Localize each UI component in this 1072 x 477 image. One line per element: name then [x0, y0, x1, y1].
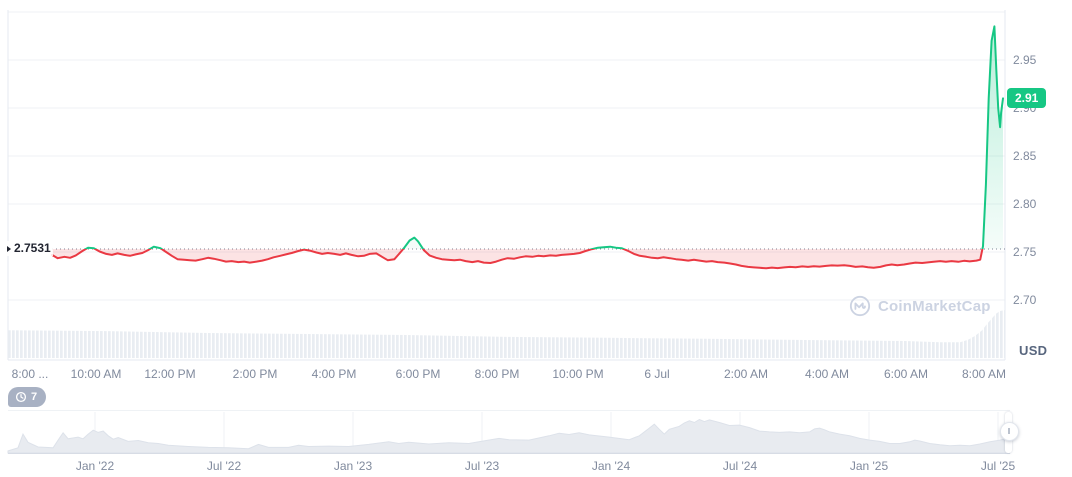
x-axis-tick: 4:00 PM	[311, 367, 357, 381]
navigator-axis-tick: Jan '22	[75, 459, 115, 473]
y-axis-tick: 2.85	[1013, 149, 1037, 163]
x-axis-tick: 12:00 PM	[144, 367, 196, 381]
coinmarketcap-watermark: CoinMarketCap	[849, 295, 991, 317]
baseline-caret-icon	[7, 245, 11, 252]
y-axis-tick: 2.95	[1013, 53, 1037, 67]
range-navigator[interactable]: ‖ Jan '22 Jul '22 Jan '23 Jul '23 Jan '24 Jul…	[0, 410, 1072, 477]
x-axis-tick: 8:00 AM	[961, 367, 1007, 381]
navigator-axis-tick: Jul '22	[206, 459, 242, 473]
navigator-axis-tick: Jul '23	[464, 459, 500, 473]
x-axis-tick: 6 Jul	[644, 367, 670, 381]
watermark-text: CoinMarketCap	[878, 297, 991, 315]
grip-icon: ‖	[1007, 426, 1012, 436]
y-axis-tick: 2.75	[1013, 245, 1037, 259]
price-chart-canvas[interactable]	[0, 0, 1072, 362]
x-axis: 8:00 ... 10:00 AM 12:00 PM 2:00 PM 4:00 PM 6:…	[0, 366, 1072, 382]
x-axis-tick: 8:00 PM	[474, 367, 520, 381]
navigator-axis-tick: Jul '24	[722, 459, 758, 473]
x-axis-tick: 6:00 PM	[395, 367, 441, 381]
x-axis-tick: 10:00 PM	[552, 367, 604, 381]
navigator-axis-tick: Jan '24	[591, 459, 631, 473]
main-chart-area: 2.952.902.852.802.752.70 2.91 2.7531 USD…	[0, 0, 1072, 407]
baseline-price-label: 2.7531	[5, 241, 53, 257]
current-price-badge: 2.91	[1007, 88, 1047, 109]
navigator-axis-tick: Jan '25	[849, 459, 889, 473]
coinmarketcap-logo-icon	[849, 295, 871, 317]
x-axis-tick: 2:00 PM	[232, 367, 278, 381]
baseline-price-value: 2.7531	[14, 241, 51, 256]
y-axis-tick: 2.70	[1013, 293, 1037, 307]
navigator-axis-tick: Jan '23	[333, 459, 373, 473]
watchers-count: 7	[31, 391, 38, 403]
x-axis-tick: 6:00 AM	[883, 367, 929, 381]
navigator-axis: Jan '22 Jul '22 Jan '23 Jul '23 Jan '24 Jul '…	[0, 458, 1072, 474]
navigator-handle[interactable]: ‖	[1000, 422, 1019, 441]
currency-unit-label: USD	[1019, 343, 1048, 358]
x-axis-tick: 8:00 ...	[11, 367, 49, 381]
watchers-badge[interactable]: 7	[8, 387, 47, 407]
x-axis-tick: 10:00 AM	[70, 367, 122, 381]
history-clock-icon	[15, 391, 27, 403]
navigator-axis-tick: Jul '25	[980, 459, 1016, 473]
navigator-chart-canvas[interactable]	[0, 410, 1072, 456]
y-axis-tick: 2.80	[1013, 197, 1037, 211]
x-axis-tick: 4:00 AM	[804, 367, 850, 381]
x-axis-tick: 2:00 AM	[723, 367, 769, 381]
